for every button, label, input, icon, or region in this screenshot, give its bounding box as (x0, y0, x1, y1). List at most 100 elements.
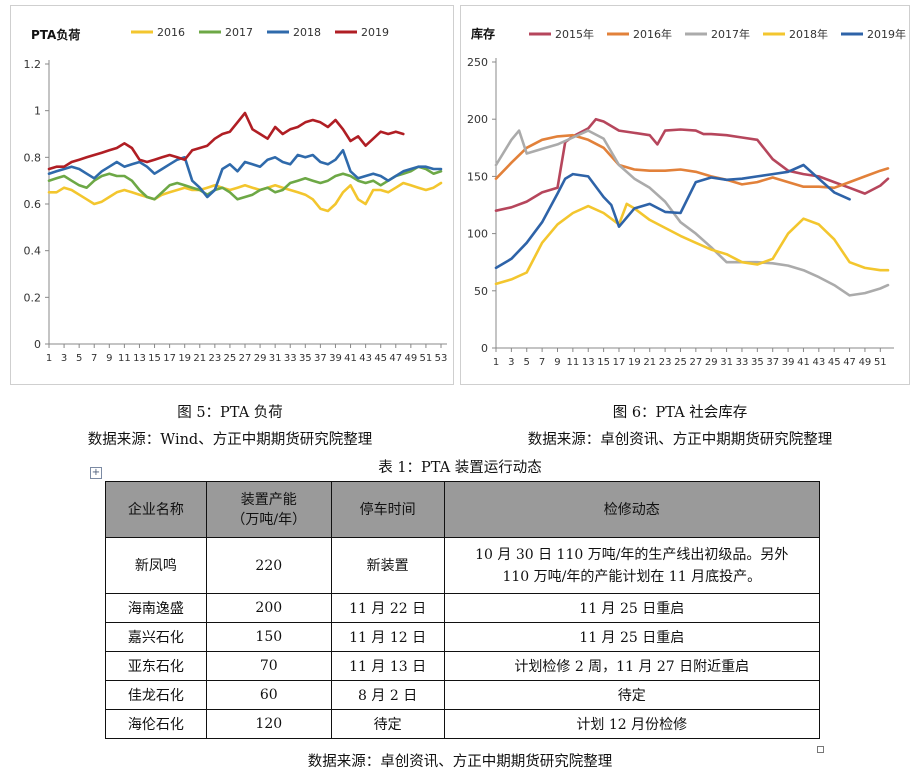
fig5-source: 数据来源：Wind、方正中期期货研究院整理 (87, 432, 373, 448)
legend-label: 2018 (293, 26, 321, 39)
x-tick-label: 35 (751, 357, 764, 368)
x-tick-label: 41 (344, 353, 357, 364)
x-tick-label: 39 (782, 357, 795, 368)
x-tick-label: 3 (61, 353, 67, 364)
x-tick-label: 9 (106, 353, 112, 364)
table-row: 佳龙石化 60 8 月 2 日 待定 (105, 680, 821, 710)
series-line-2019年 (494, 163, 851, 270)
x-tick-label: 35 (299, 353, 312, 364)
table-row: 亚东石化 70 11 月 13 日 计划检修 2 周，11 月 27 日附近重启 (105, 651, 821, 681)
cell-company: 海伦石化 (105, 709, 207, 739)
x-tick-label: 25 (224, 353, 237, 364)
cell-stop-time: 11 月 12 日 (330, 622, 445, 652)
legend-label: 2016 (157, 26, 185, 39)
legend-label: 2017 (225, 26, 253, 39)
series-line-2018 (47, 149, 443, 199)
x-tick-label: 29 (705, 357, 718, 368)
x-tick-label: 15 (597, 357, 610, 368)
legend-label: 2019年 (867, 27, 906, 41)
pta-load-chart-panel: 0 0.2 0.4 0.6 0.8 1 1.2 1 3 5 7 9 11 13 15 17 19 21 23 25 27… (10, 5, 454, 385)
table-header-row: 企业名称 装置产能 （万吨/年） 停车时间 检修动态 (105, 481, 821, 538)
x-tick-label: 1 (493, 357, 499, 368)
x-tick-label: 29 (254, 353, 267, 364)
series-line-2016 (47, 181, 443, 213)
x-tick-label: 33 (284, 353, 297, 364)
table-move-handle-icon[interactable]: + (90, 467, 102, 479)
x-tick-label: 7 (539, 357, 545, 368)
x-tick-label: 31 (269, 353, 282, 364)
table-row: 嘉兴石化 150 11 月 12 日 11 月 25 日重启 (105, 622, 821, 652)
cell-capacity: 60 (205, 680, 332, 710)
cell-status: 11 月 25 日重启 (443, 593, 821, 623)
x-tick-label: 51 (420, 353, 433, 364)
x-tick-label: 45 (828, 357, 841, 368)
legend-label: 2018年 (789, 27, 828, 41)
x-tick-label: 23 (659, 357, 672, 368)
y-tick-label: 250 (467, 56, 488, 69)
cell-status: 11 月 25 日重启 (443, 622, 821, 652)
header-capacity: 装置产能 （万吨/年） (205, 481, 332, 538)
x-tick-label: 51 (874, 357, 887, 368)
pta-inventory-chart-panel: 0 50 100 150 200 250 1 3 5 7 9 11 13 15 17 19 21 23 25 27 29… (460, 5, 910, 385)
y-axis-title: 库存 (471, 26, 495, 41)
cell-stop-time: 11 月 22 日 (330, 593, 445, 623)
y-tick-label: 150 (467, 170, 488, 183)
y-tick-label: 50 (474, 285, 488, 298)
x-tick-label: 21 (193, 353, 206, 364)
cell-capacity: 150 (205, 622, 332, 652)
y-tick-label: 100 (467, 228, 488, 241)
cell-stop-time: 8 月 2 日 (330, 680, 445, 710)
x-tick-label: 53 (435, 353, 448, 364)
table-source: 数据来源：卓创资讯、方正中期期货研究院整理 (307, 754, 613, 770)
cell-company: 佳龙石化 (105, 680, 207, 710)
x-tick-label: 17 (613, 357, 626, 368)
y-tick-label: 1 (34, 105, 41, 118)
cell-company: 新凤鸣 (105, 537, 207, 594)
cell-stop-time: 11 月 13 日 (330, 651, 445, 681)
cell-stop-time: 新装置 (330, 537, 445, 594)
x-tick-label: 25 (674, 357, 687, 368)
cell-status: 计划 12 月份检修 (443, 709, 821, 739)
x-tick-label: 7 (91, 353, 97, 364)
x-tick-label: 47 (843, 357, 856, 368)
cell-company: 嘉兴石化 (105, 622, 207, 652)
y-tick-label: 200 (467, 113, 488, 126)
pta-load-chart: 00.20.40.60.811.21 3 5 7 9 11 13 15 17 19 21 23 25 27… (24, 26, 448, 364)
x-tick-label: 13 (582, 357, 595, 368)
x-tick-label: 5 (76, 353, 82, 364)
x-tick-label: 11 (118, 353, 131, 364)
x-tick-label: 37 (314, 353, 327, 364)
series-line-2018年 (494, 202, 890, 286)
y-tick-label: 0.4 (24, 245, 42, 258)
legend-label: 2016年 (633, 27, 672, 41)
cell-capacity: 200 (205, 593, 332, 623)
x-tick-label: 19 (628, 357, 641, 368)
x-tick-label: 45 (374, 353, 387, 364)
series-line-2019 (47, 111, 405, 171)
x-tick-label: 17 (163, 353, 176, 364)
pta-plant-table: 企业名称 装置产能 （万吨/年） 停车时间 检修动态 新凤鸣 220 新装置 1… (105, 481, 821, 739)
x-tick-label: 13 (133, 353, 146, 364)
cell-company: 海南逸盛 (105, 593, 207, 623)
x-tick-label: 39 (329, 353, 342, 364)
table-row: 新凤鸣 220 新装置 10 月 30 日 110 万吨/年的生产线出初级品。另… (105, 537, 821, 594)
table-row: 海南逸盛 200 11 月 22 日 11 月 25 日重启 (105, 593, 821, 623)
header-company: 企业名称 (105, 481, 207, 538)
y-tick-label: 0.8 (24, 151, 42, 164)
y-axis-title: PTA负荷 (31, 27, 80, 42)
y-tick-label: 1.2 (24, 58, 42, 71)
cell-status: 计划检修 2 周，11 月 27 日附近重启 (443, 651, 821, 681)
x-tick-label: 9 (554, 357, 560, 368)
x-tick-label: 19 (178, 353, 191, 364)
series-line-2017 (47, 165, 443, 201)
legend-label: 2017年 (711, 27, 750, 41)
x-tick-label: 21 (643, 357, 656, 368)
y-tick-label: 0.2 (24, 291, 42, 304)
x-tick-label: 31 (720, 357, 733, 368)
x-tick-label: 27 (689, 357, 702, 368)
x-tick-label: 15 (148, 353, 161, 364)
cell-capacity: 120 (205, 709, 332, 739)
x-tick-label: 49 (859, 357, 872, 368)
table-resize-handle[interactable] (817, 746, 824, 753)
